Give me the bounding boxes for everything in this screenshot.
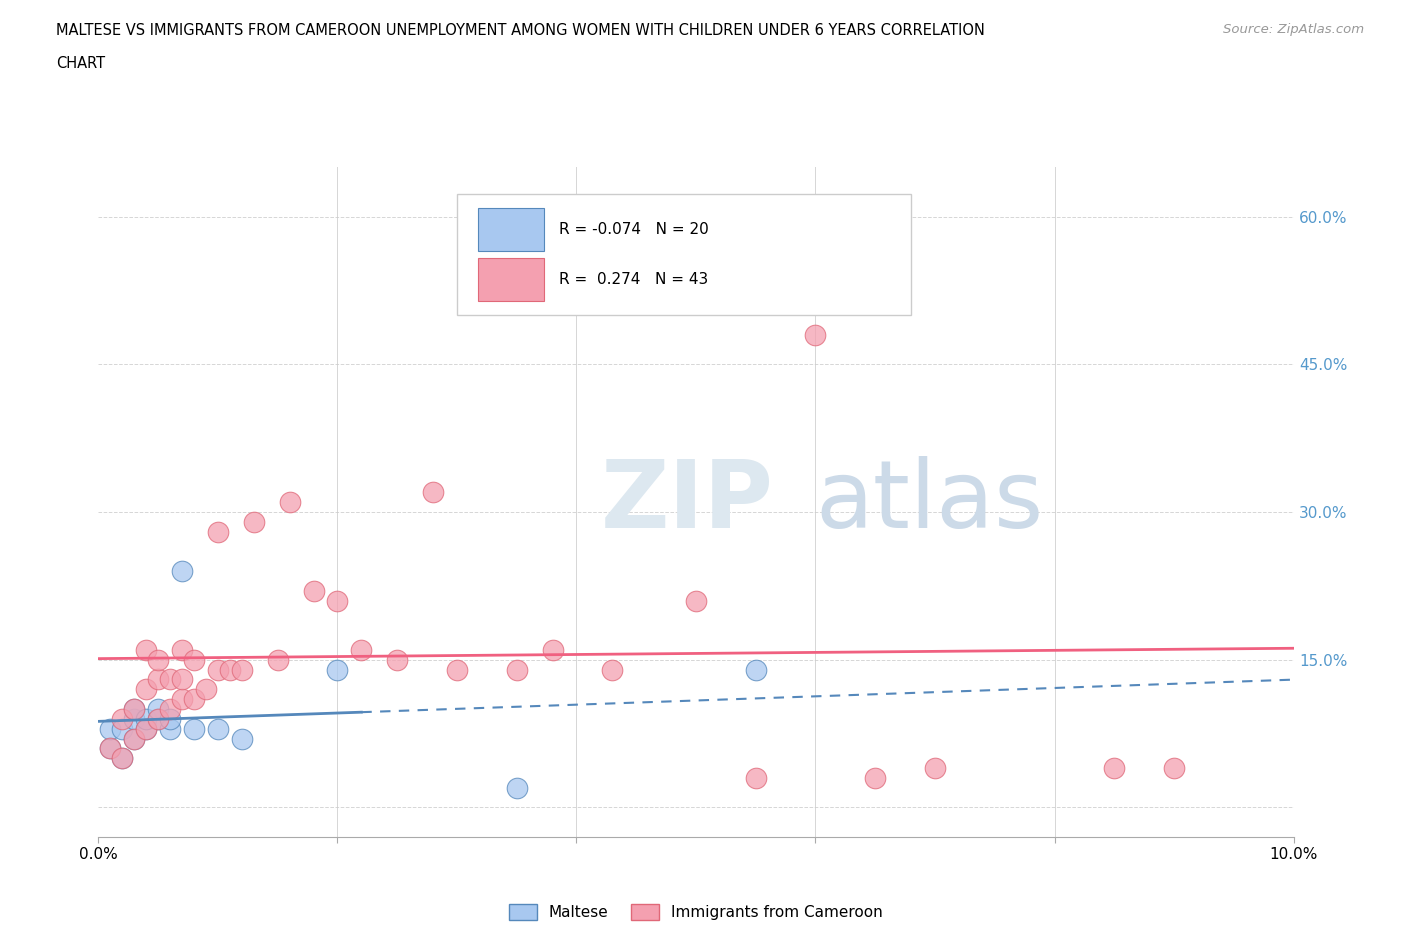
Point [172, 692, 194, 707]
Point [124, 701, 146, 716]
Point [326, 662, 349, 677]
Text: R = -0.074   N = 20: R = -0.074 N = 20 [558, 221, 709, 236]
Text: ZIP: ZIP [600, 457, 773, 548]
Point [302, 583, 325, 598]
Point [267, 652, 290, 667]
Text: R =  0.274   N = 43: R = 0.274 N = 43 [558, 272, 707, 286]
Point [111, 722, 134, 737]
FancyBboxPatch shape [457, 194, 911, 314]
Point [565, 278, 588, 293]
Point [135, 682, 157, 697]
Point [172, 672, 194, 687]
Text: atlas: atlas [815, 457, 1043, 548]
Point [385, 652, 409, 667]
Point [183, 692, 205, 707]
Point [326, 593, 349, 608]
Point [350, 643, 373, 658]
Legend: Maltese, Immigrants from Cameroon: Maltese, Immigrants from Cameroon [503, 898, 889, 926]
Y-axis label: Unemployment Among Women with Children Under 6 years: Unemployment Among Women with Children U… [0, 283, 7, 722]
Point [207, 525, 229, 539]
Point [924, 761, 946, 776]
Point [124, 731, 146, 746]
Point [159, 701, 181, 716]
Point [111, 751, 134, 765]
Point [135, 711, 157, 726]
Point [172, 643, 194, 658]
Point [195, 682, 218, 697]
Point [506, 780, 529, 795]
Text: Source: ZipAtlas.com: Source: ZipAtlas.com [1223, 23, 1364, 36]
Point [804, 327, 827, 342]
Point [159, 711, 181, 726]
Point [446, 662, 468, 677]
Point [1163, 761, 1185, 776]
Point [278, 495, 301, 510]
Text: CHART: CHART [56, 56, 105, 71]
Point [541, 643, 564, 658]
Point [422, 485, 444, 499]
Point [506, 662, 529, 677]
Point [100, 741, 122, 756]
Point [865, 770, 887, 785]
Text: MALTESE VS IMMIGRANTS FROM CAMEROON UNEMPLOYMENT AMONG WOMEN WITH CHILDREN UNDER: MALTESE VS IMMIGRANTS FROM CAMEROON UNEM… [56, 23, 986, 38]
Point [159, 722, 181, 737]
Point [111, 711, 134, 726]
FancyBboxPatch shape [478, 258, 544, 301]
Point [124, 731, 146, 746]
Point [148, 672, 170, 687]
Point [100, 741, 122, 756]
Point [745, 770, 768, 785]
Point [135, 722, 157, 737]
Point [172, 564, 194, 578]
Point [219, 662, 242, 677]
Point [183, 652, 205, 667]
Point [148, 701, 170, 716]
Point [231, 731, 253, 746]
Point [100, 722, 122, 737]
Point [124, 711, 146, 726]
Point [685, 593, 707, 608]
Point [159, 672, 181, 687]
Point [148, 711, 170, 726]
Point [183, 722, 205, 737]
FancyBboxPatch shape [478, 207, 544, 251]
Point [135, 722, 157, 737]
Point [148, 652, 170, 667]
Point [111, 751, 134, 765]
Point [124, 701, 146, 716]
Point [243, 514, 266, 529]
Point [207, 662, 229, 677]
Point [1104, 761, 1126, 776]
Point [135, 643, 157, 658]
Point [231, 662, 253, 677]
Point [207, 722, 229, 737]
Point [745, 662, 768, 677]
Point [148, 711, 170, 726]
Point [602, 662, 624, 677]
